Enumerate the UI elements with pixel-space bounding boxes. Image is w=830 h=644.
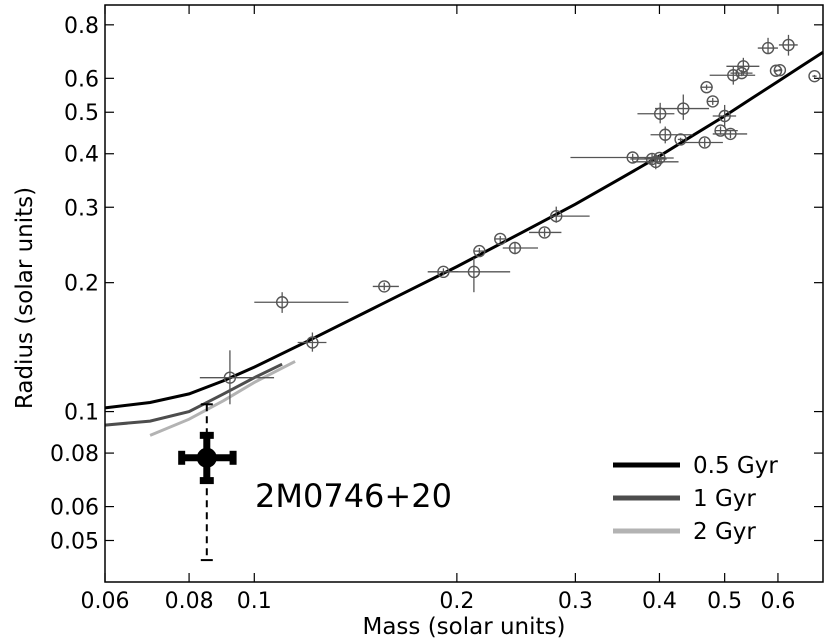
- data-point: [706, 95, 719, 108]
- data-point: [757, 37, 778, 55]
- data-point: [199, 350, 275, 405]
- legend-entry: 2 Gyr: [613, 519, 756, 545]
- x-tick-label: 0.4: [642, 589, 677, 614]
- data-point: [254, 292, 349, 313]
- y-tick-label: 0.5: [64, 101, 99, 126]
- y-tick-label: 0.08: [50, 442, 99, 467]
- highlighted-object: 2M0746+20: [178, 403, 452, 562]
- y-tick-label: 0.6: [64, 67, 99, 92]
- data-marker: [706, 95, 719, 108]
- data-point: [674, 133, 687, 146]
- data-point: [773, 63, 787, 77]
- data-point: [637, 102, 675, 124]
- data-marker: [626, 151, 639, 164]
- series-line: [104, 362, 283, 427]
- data-point: [297, 332, 327, 352]
- x-tick-label: 0.3: [558, 589, 593, 614]
- x-tick-label: 0.6: [760, 589, 795, 614]
- data-point: [808, 69, 821, 83]
- data-marker: [378, 280, 391, 293]
- data-point: [473, 244, 486, 258]
- observed-data-points: [199, 34, 821, 405]
- data-marker: [737, 60, 750, 73]
- data-marker: [773, 63, 787, 77]
- data-marker: [467, 265, 481, 279]
- x-axis-title: Mass (solar units): [362, 614, 565, 640]
- data-point: [712, 127, 748, 141]
- x-tick-labels: 0.06 0.08 0.1 0.2 0.3 0.4 0.5 0.6: [81, 589, 796, 614]
- x-tick-label: 0.08: [165, 589, 214, 614]
- data-marker: [473, 244, 486, 258]
- legend-entry: 0.5 Gyr: [613, 453, 778, 479]
- y-tick-labels: 0.05 0.06 0.08 0.1 0.2 0.3 0.4 0.5 0.6 0.8: [50, 14, 99, 555]
- data-marker: [275, 296, 289, 309]
- legend-label: 0.5 Gyr: [693, 453, 778, 479]
- highlight-label: 2M0746+20: [255, 477, 452, 515]
- data-point: [712, 104, 737, 128]
- data-point: [726, 57, 760, 76]
- x-tick-label: 0.2: [439, 589, 474, 614]
- data-point: [529, 226, 562, 239]
- y-tick-label: 0.06: [50, 496, 99, 521]
- highlight-marker: [196, 447, 217, 468]
- data-marker: [306, 336, 319, 349]
- legend-entry: 1 Gyr: [613, 486, 756, 512]
- data-point: [700, 81, 713, 94]
- data-marker: [718, 109, 731, 123]
- data-marker: [653, 151, 666, 165]
- series-line: [104, 51, 824, 410]
- data-marker: [649, 155, 662, 169]
- data-marker: [674, 133, 687, 146]
- legend: 0.5 Gyr 1 Gyr 2 Gyr: [613, 453, 778, 545]
- data-point: [655, 94, 710, 120]
- data-marker: [735, 66, 748, 80]
- x-tick-label: 0.06: [81, 589, 130, 614]
- data-marker: [761, 41, 775, 55]
- data-marker: [698, 136, 711, 149]
- data-marker: [223, 371, 237, 384]
- data-marker: [808, 69, 821, 83]
- data-point: [494, 232, 507, 246]
- y-tick-label: 0.2: [64, 272, 99, 297]
- x-tick-label: 0.1: [237, 589, 272, 614]
- data-point: [650, 126, 693, 144]
- data-point: [372, 280, 399, 293]
- legend-label: 2 Gyr: [693, 519, 756, 545]
- data-marker: [659, 128, 672, 141]
- series-line: [149, 360, 296, 437]
- data-marker: [724, 127, 737, 141]
- data-marker: [550, 209, 563, 223]
- data-marker: [645, 152, 659, 166]
- data-marker: [508, 241, 522, 255]
- y-tick-label: 0.3: [64, 196, 99, 221]
- y-axis-title: Radius (solar units): [12, 187, 38, 409]
- y-tick-label: 0.4: [64, 143, 99, 168]
- data-marker: [677, 102, 690, 115]
- plot-frame: [104, 4, 824, 583]
- data-marker: [538, 226, 551, 239]
- legend-label: 1 Gyr: [693, 486, 756, 512]
- data-point: [644, 151, 674, 165]
- data-marker: [782, 38, 795, 52]
- y-tick-label: 0.05: [50, 529, 99, 554]
- y-tick-label: 0.8: [64, 14, 99, 39]
- data-point: [709, 66, 756, 85]
- data-point: [502, 241, 539, 255]
- data-point: [444, 258, 511, 293]
- axis-ticks: [104, 5, 823, 582]
- data-marker: [494, 232, 507, 246]
- data-point: [549, 206, 590, 223]
- data-point: [685, 136, 723, 149]
- isochrone-curves: [104, 51, 824, 437]
- data-point: [778, 34, 798, 56]
- data-marker: [700, 81, 713, 94]
- x-tick-label: 0.5: [707, 589, 742, 614]
- y-tick-label: 0.1: [64, 401, 99, 426]
- data-marker: [727, 69, 740, 82]
